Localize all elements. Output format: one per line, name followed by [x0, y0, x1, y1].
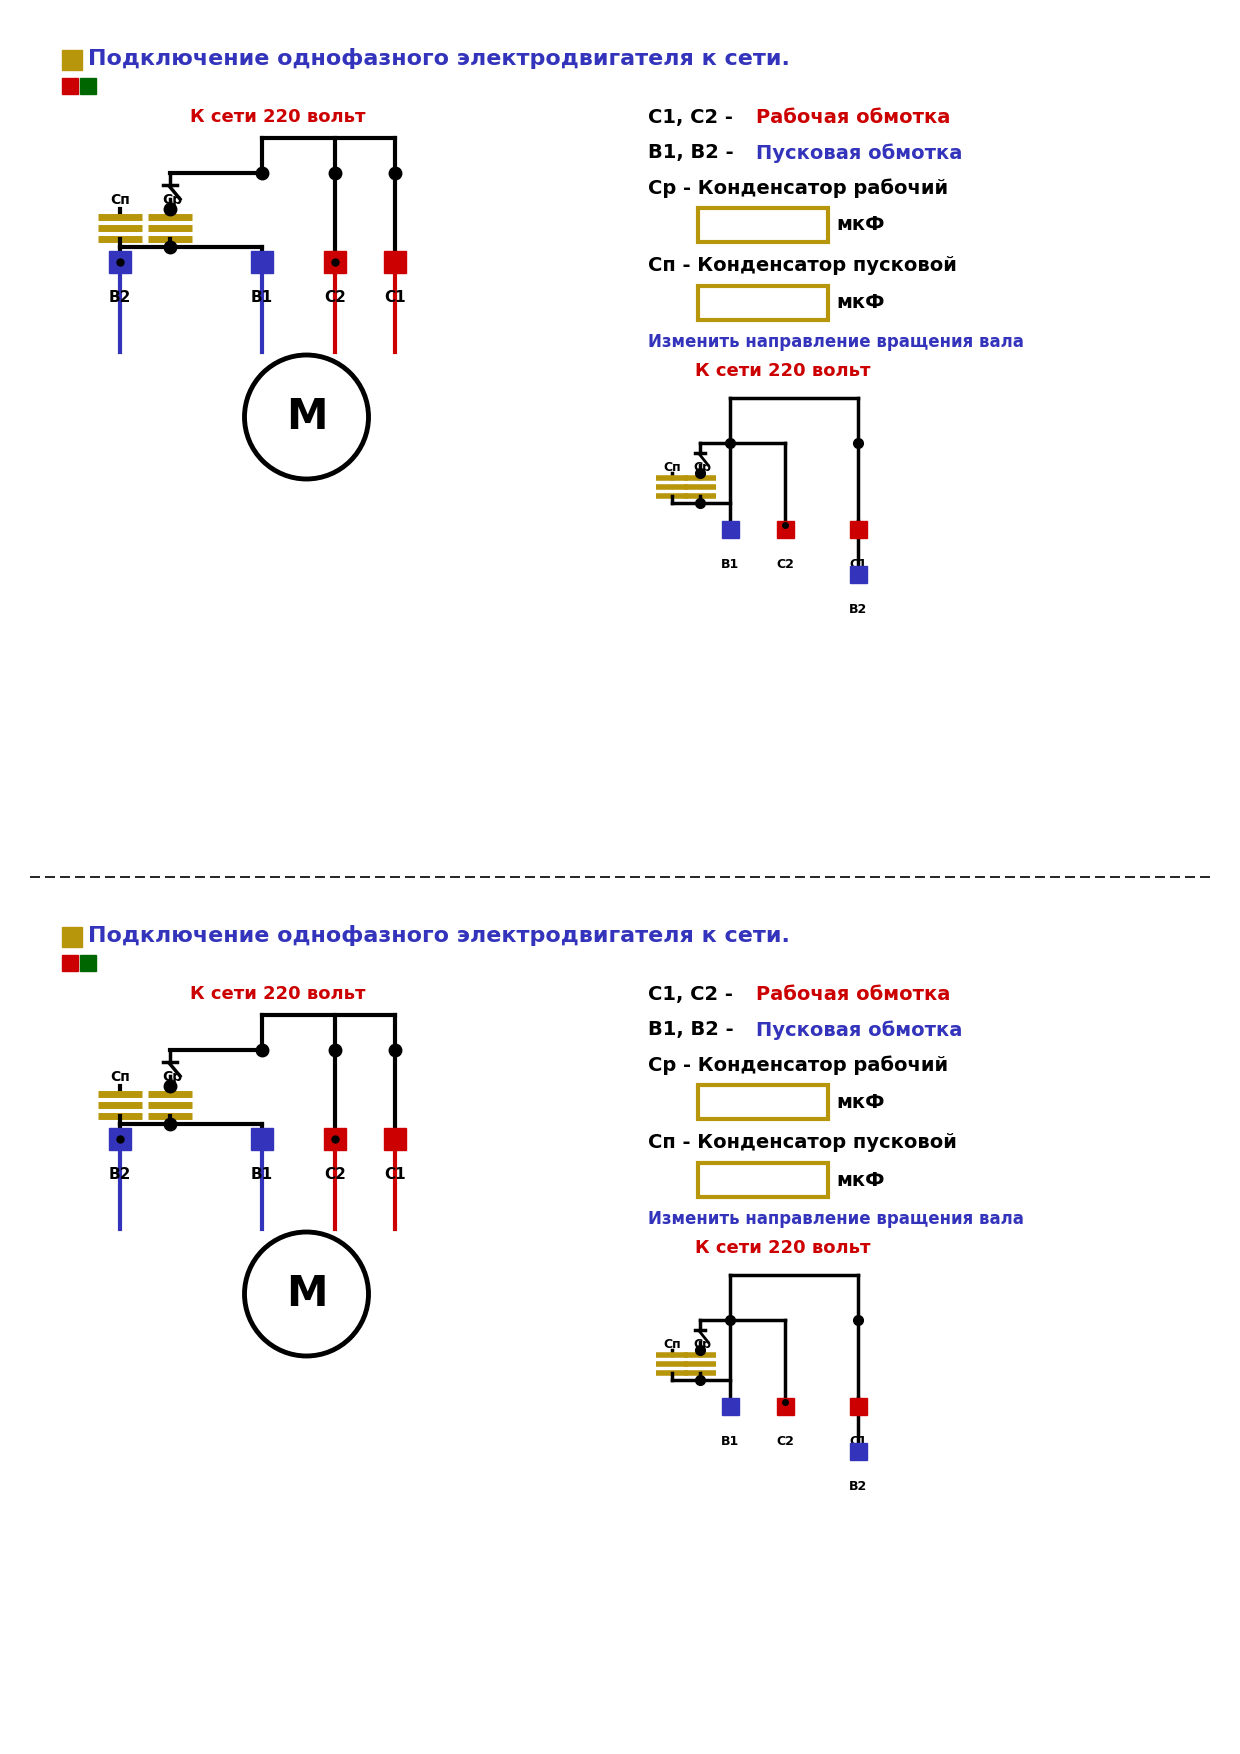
Text: М: М — [285, 396, 327, 438]
Text: В1: В1 — [250, 1166, 273, 1182]
Bar — [324, 1128, 346, 1151]
Bar — [849, 1444, 867, 1459]
Bar — [384, 251, 405, 274]
Text: мкФ: мкФ — [836, 216, 884, 235]
Text: В1: В1 — [250, 289, 273, 305]
Text: К сети 220 вольт: К сети 220 вольт — [696, 361, 870, 381]
Text: В1: В1 — [720, 1435, 739, 1449]
Bar — [109, 1128, 131, 1151]
Text: Сп: Сп — [110, 193, 130, 207]
Text: Пусковая обмотка: Пусковая обмотка — [756, 1021, 962, 1040]
Bar — [777, 521, 794, 538]
Text: Рабочая обмотка: Рабочая обмотка — [756, 986, 950, 1003]
Bar — [81, 77, 95, 95]
Text: К сети 220 вольт: К сети 220 вольт — [190, 109, 366, 126]
Text: С2: С2 — [776, 1435, 794, 1449]
Bar — [698, 209, 828, 242]
Bar — [698, 1163, 828, 1196]
Text: В2: В2 — [849, 603, 867, 616]
Text: мкФ: мкФ — [836, 1093, 884, 1112]
Text: С1: С1 — [849, 558, 867, 572]
Text: Подключение однофазного электродвигателя к сети.: Подключение однофазного электродвигателя… — [88, 47, 790, 68]
Bar — [849, 1398, 867, 1415]
Bar — [849, 521, 867, 538]
Bar — [250, 251, 273, 274]
Bar — [384, 1128, 405, 1151]
Text: В2: В2 — [109, 289, 131, 305]
Bar — [109, 251, 131, 274]
Text: С2: С2 — [776, 558, 794, 572]
Text: В1, В2 -: В1, В2 - — [649, 1021, 740, 1038]
Text: С1: С1 — [384, 289, 405, 305]
Text: С1: С1 — [384, 1166, 405, 1182]
Circle shape — [244, 354, 368, 479]
Text: В1, В2 -: В1, В2 - — [649, 144, 740, 161]
Text: Сп: Сп — [663, 1338, 681, 1351]
Bar — [722, 1398, 739, 1415]
Bar — [62, 77, 78, 95]
Text: С1: С1 — [849, 1435, 867, 1449]
Text: Рабочая обмотка: Рабочая обмотка — [756, 109, 950, 126]
Text: Ср: Ср — [162, 1070, 182, 1084]
Text: мкФ: мкФ — [836, 1170, 884, 1189]
Bar — [62, 51, 82, 70]
Bar — [777, 1398, 794, 1415]
Text: К сети 220 вольт: К сети 220 вольт — [190, 986, 366, 1003]
Text: С1, С2 -: С1, С2 - — [649, 986, 739, 1003]
Text: Ср: Ср — [693, 1338, 711, 1351]
Bar — [722, 521, 739, 538]
Text: Подключение однофазного электродвигателя к сети.: Подключение однофазного электродвигателя… — [88, 924, 790, 945]
Text: М: М — [285, 1273, 327, 1316]
Bar — [62, 928, 82, 947]
Bar — [849, 567, 867, 582]
Bar — [62, 954, 78, 972]
Text: Сп: Сп — [663, 461, 681, 474]
Text: В2: В2 — [109, 1166, 131, 1182]
Bar — [698, 286, 828, 319]
Text: Ср - Конденсатор рабочий: Ср - Конденсатор рабочий — [649, 177, 949, 198]
Text: Ср - Конденсатор рабочий: Ср - Конденсатор рабочий — [649, 1054, 949, 1075]
Text: Сп - Конденсатор пусковой: Сп - Конденсатор пусковой — [649, 1133, 957, 1152]
Text: С2: С2 — [324, 289, 346, 305]
Text: В2: В2 — [849, 1480, 867, 1493]
Text: С2: С2 — [324, 1166, 346, 1182]
Text: Сп - Конденсатор пусковой: Сп - Конденсатор пусковой — [649, 256, 957, 275]
Text: В1: В1 — [720, 558, 739, 572]
Circle shape — [244, 1231, 368, 1356]
Text: Сп: Сп — [110, 1070, 130, 1084]
Text: Изменить направление вращения вала: Изменить направление вращения вала — [649, 333, 1024, 351]
Bar — [698, 1086, 828, 1119]
Bar — [81, 954, 95, 972]
Text: Ср: Ср — [693, 461, 711, 474]
Text: С1, С2 -: С1, С2 - — [649, 109, 739, 126]
Text: Изменить направление вращения вала: Изменить направление вращения вала — [649, 1210, 1024, 1228]
Text: Пусковая обмотка: Пусковая обмотка — [756, 144, 962, 163]
Text: мкФ: мкФ — [836, 293, 884, 312]
Bar — [324, 251, 346, 274]
Bar — [250, 1128, 273, 1151]
Text: Ср: Ср — [162, 193, 182, 207]
Text: К сети 220 вольт: К сети 220 вольт — [696, 1238, 870, 1258]
